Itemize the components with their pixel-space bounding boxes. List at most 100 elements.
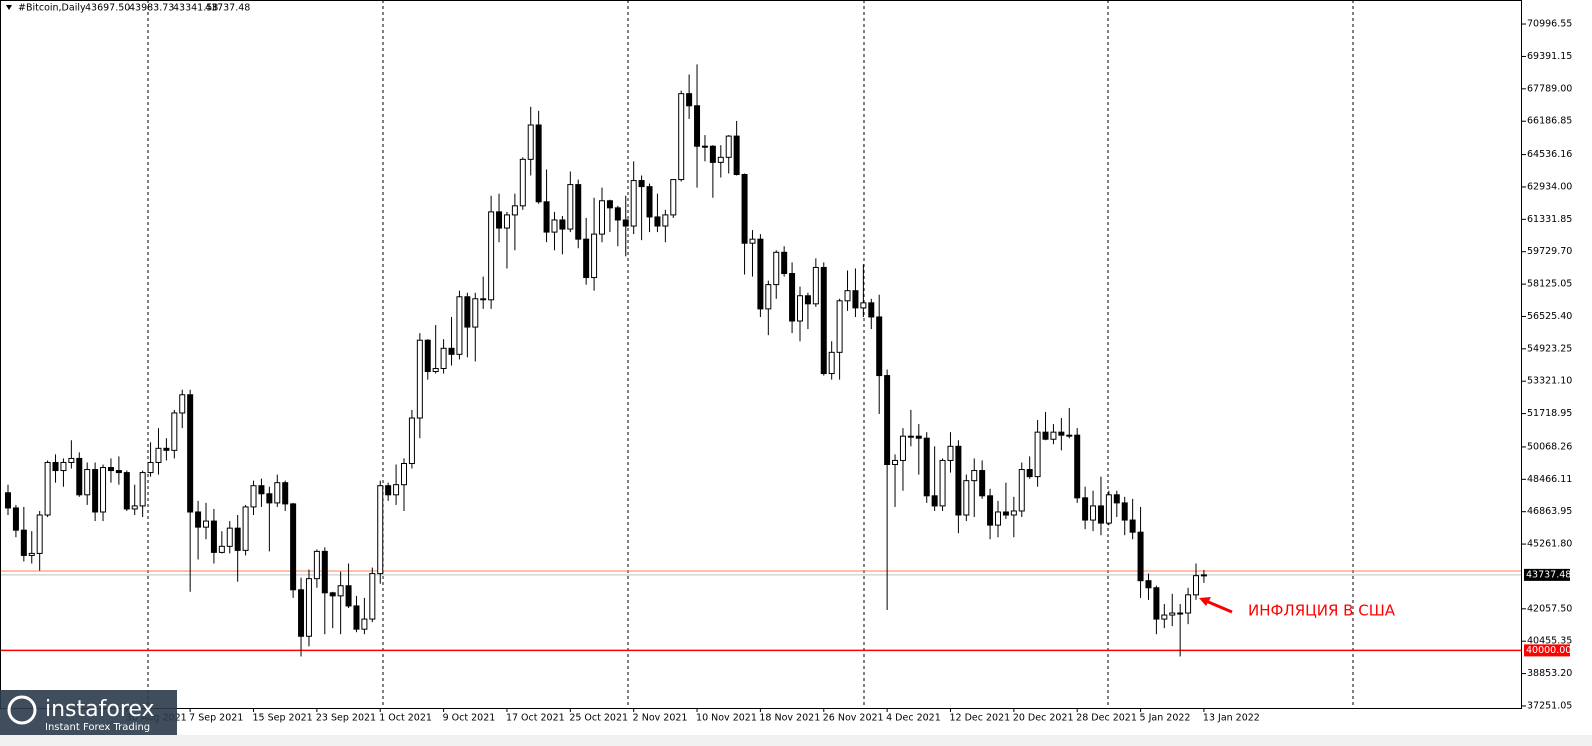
candle-body: [1018, 469, 1025, 512]
candle-body: [218, 545, 225, 553]
y-tick-label: 53321.10: [1527, 376, 1572, 387]
y-tick-label: 51718.95: [1527, 408, 1572, 419]
candle-body: [361, 618, 368, 630]
candle-body: [1082, 497, 1089, 521]
candle-body: [543, 201, 550, 233]
candle-body: [662, 214, 669, 227]
candle-body: [456, 296, 463, 355]
candle-body: [163, 447, 170, 451]
candle-body: [1113, 494, 1120, 504]
candle-body: [876, 316, 883, 377]
candle-body: [1058, 431, 1065, 436]
candle-body: [123, 472, 130, 510]
candle-body: [282, 482, 289, 505]
candle-body: [60, 461, 67, 472]
candle-body: [820, 266, 827, 375]
candle-body: [1137, 531, 1144, 582]
candle-body: [1177, 612, 1184, 615]
x-tick-label: 9 Oct 2021: [443, 713, 496, 724]
candle-body: [416, 339, 423, 419]
candle-body: [1074, 434, 1081, 499]
candle-body: [567, 184, 574, 230]
candle-body: [622, 219, 629, 227]
candle-body: [401, 462, 407, 486]
candle-body: [907, 435, 914, 438]
candle-body: [84, 469, 91, 496]
plot: [0, 64, 1522, 657]
candle-body: [844, 290, 851, 302]
candle-body: [939, 459, 946, 507]
candle-body: [92, 469, 99, 513]
candle-body: [369, 573, 376, 620]
candle-body: [258, 485, 265, 495]
candle-body: [892, 459, 899, 465]
candle-body: [313, 550, 320, 580]
candle-body: [923, 437, 930, 497]
candle-body: [345, 585, 352, 607]
x-tick-label: 5 Jan 2022: [1140, 713, 1191, 724]
candle-body: [963, 480, 970, 516]
candle-body: [250, 485, 257, 508]
candle-body: [915, 435, 922, 439]
candle-body: [583, 238, 590, 279]
candle-body: [781, 251, 788, 275]
x-tick-label: 10 Nov 2021: [696, 713, 757, 724]
period-separators: [147, 0, 1354, 708]
candle-body: [1090, 505, 1097, 521]
x-tick-label: 26 Nov 2021: [823, 713, 884, 724]
x-tick-label: 15 Sep 2021: [253, 713, 313, 724]
candle-body: [1002, 511, 1009, 516]
plot-frame: [0, 0, 1522, 709]
level-box: [1524, 644, 1570, 657]
candle-body: [472, 298, 479, 328]
y-tick-label: 48466.11: [1527, 474, 1572, 485]
candle-body: [630, 180, 637, 227]
candle-body: [36, 514, 43, 554]
x-tick-label: 28 Dec 2021: [1076, 713, 1137, 724]
candle-body: [1042, 431, 1049, 440]
x-tick-label: 20 Dec 2021: [1013, 713, 1074, 724]
y-tick-label: 50068.26: [1527, 441, 1572, 452]
candle-body: [828, 351, 835, 375]
candle-body: [329, 592, 336, 597]
x-tick-label: 12 Dec 2021: [949, 713, 1010, 724]
candle-body: [804, 295, 811, 305]
candle-body: [1026, 469, 1033, 478]
candle-body: [868, 302, 875, 318]
header-high: 43983.73: [129, 3, 174, 14]
candle-body: [797, 295, 803, 322]
candle-body: [749, 238, 756, 244]
candle-body: [852, 290, 859, 309]
candle-body: [44, 461, 51, 516]
candle-body: [1066, 434, 1073, 437]
header-close: 43737.48: [205, 3, 250, 14]
candle-body: [733, 135, 740, 175]
candle-body: [298, 589, 305, 637]
candle-body: [765, 284, 772, 310]
tab-bar: [0, 735, 1592, 746]
candle-body: [575, 184, 582, 240]
candle-body: [100, 467, 107, 513]
candle-body: [1129, 519, 1136, 533]
candle-body: [614, 207, 621, 221]
candle-body: [131, 505, 138, 510]
candle-body: [860, 302, 867, 309]
candle-body: [638, 180, 645, 188]
candle-body: [559, 219, 566, 230]
logo: instaforex Instant Forex Trading: [0, 690, 177, 735]
candle-body: [1121, 502, 1128, 521]
candle-body: [187, 394, 194, 513]
candle-body: [440, 347, 447, 369]
logo-name: instaforex: [45, 697, 155, 722]
candle-body: [1050, 431, 1057, 440]
candle-body: [1010, 510, 1017, 516]
candle-body: [155, 447, 162, 463]
candle-body: [694, 105, 701, 147]
candle-body: [266, 493, 273, 504]
header-open: 43697.50: [85, 3, 130, 14]
candle-body: [606, 200, 613, 209]
candle-body: [76, 457, 83, 496]
header-low: 43341.58: [173, 3, 218, 14]
candle-body: [305, 578, 312, 637]
